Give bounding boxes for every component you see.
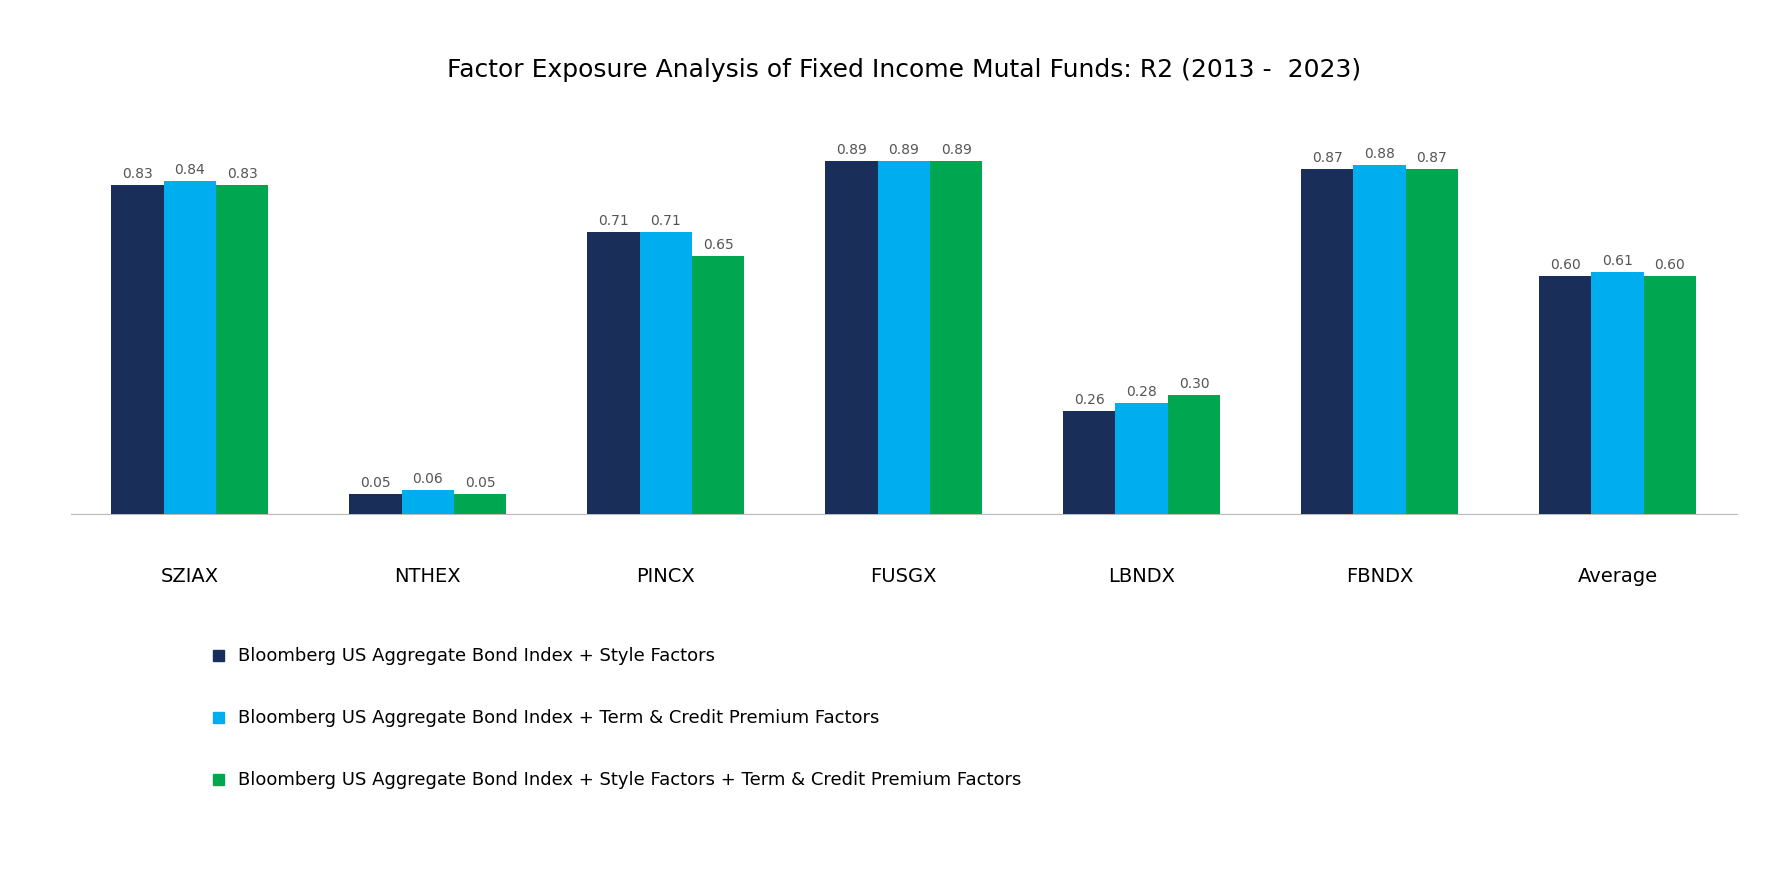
Bar — [1354, 165, 1405, 514]
Bar — [1591, 272, 1644, 514]
Text: 0.71: 0.71 — [597, 214, 629, 229]
Text: 0.87: 0.87 — [1416, 151, 1448, 165]
Text: LBNDX: LBNDX — [1108, 567, 1175, 586]
Bar — [1644, 276, 1696, 514]
Bar — [826, 161, 877, 514]
Text: 0.06: 0.06 — [413, 472, 443, 486]
Bar — [640, 232, 691, 514]
Text: Bloomberg US Aggregate Bond Index + Term & Credit Premium Factors: Bloomberg US Aggregate Bond Index + Term… — [237, 709, 879, 727]
Text: 0.26: 0.26 — [1074, 392, 1104, 407]
Text: FUSGX: FUSGX — [870, 567, 937, 586]
Bar — [112, 184, 163, 514]
Text: 0.60: 0.60 — [1550, 258, 1581, 272]
Bar — [454, 494, 507, 514]
Text: Bloomberg US Aggregate Bond Index + Style Factors + Term & Credit Premium Factor: Bloomberg US Aggregate Bond Index + Styl… — [237, 771, 1022, 789]
Text: 0.65: 0.65 — [703, 238, 734, 253]
Text: 0.89: 0.89 — [888, 143, 920, 157]
Text: FBNDX: FBNDX — [1347, 567, 1414, 586]
Bar — [930, 161, 982, 514]
Text: PINCX: PINCX — [636, 567, 695, 586]
Bar — [1063, 411, 1116, 514]
Bar — [691, 256, 744, 514]
Text: Bloomberg US Aggregate Bond Index + Style Factors: Bloomberg US Aggregate Bond Index + Styl… — [237, 647, 716, 664]
Bar — [587, 232, 640, 514]
Title: Factor Exposure Analysis of Fixed Income Mutal Funds: R2 (2013 -  2023): Factor Exposure Analysis of Fixed Income… — [447, 58, 1361, 82]
Text: 0.05: 0.05 — [464, 476, 496, 490]
Bar — [163, 181, 216, 514]
Bar — [349, 494, 402, 514]
Text: 0.89: 0.89 — [836, 143, 867, 157]
Bar — [1405, 169, 1458, 514]
Text: 0.89: 0.89 — [941, 143, 971, 157]
Text: 0.05: 0.05 — [360, 476, 392, 490]
Text: 0.71: 0.71 — [650, 214, 680, 229]
Bar — [1301, 169, 1354, 514]
Text: Average: Average — [1577, 567, 1657, 586]
Text: 0.83: 0.83 — [227, 167, 257, 181]
Bar — [216, 184, 268, 514]
Text: 0.61: 0.61 — [1602, 254, 1634, 268]
Text: 0.87: 0.87 — [1311, 151, 1343, 165]
Bar — [1540, 276, 1591, 514]
Text: 0.60: 0.60 — [1655, 258, 1685, 272]
Text: 0.88: 0.88 — [1364, 147, 1395, 161]
Text: 0.28: 0.28 — [1127, 385, 1157, 399]
Text: SZIAX: SZIAX — [161, 567, 220, 586]
Bar — [1168, 395, 1221, 514]
Text: NTHEX: NTHEX — [395, 567, 461, 586]
Text: 0.84: 0.84 — [174, 163, 206, 177]
Bar — [402, 490, 454, 514]
Text: 0.83: 0.83 — [122, 167, 152, 181]
Text: 0.30: 0.30 — [1178, 377, 1209, 391]
Bar — [1116, 403, 1168, 514]
Bar — [877, 161, 930, 514]
